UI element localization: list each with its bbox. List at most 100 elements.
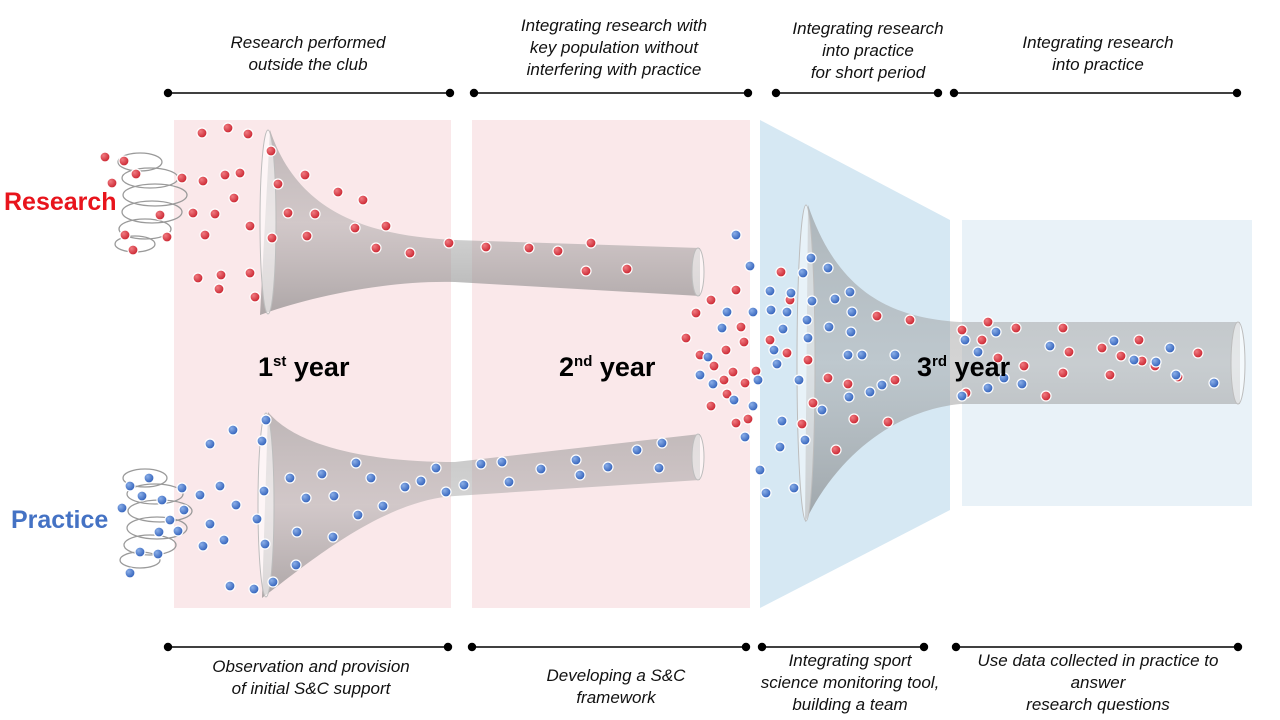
practice-dot bbox=[156, 494, 168, 506]
practice-dot bbox=[982, 382, 994, 394]
research-dot bbox=[161, 231, 173, 243]
practice-dot bbox=[1208, 377, 1220, 389]
practice-dot bbox=[251, 513, 263, 525]
practice-dot bbox=[328, 490, 340, 502]
top-caption-4: Integrating research into practice bbox=[1022, 33, 1174, 74]
practice-dot bbox=[535, 463, 547, 475]
research-dot bbox=[242, 128, 254, 140]
practice-dot bbox=[440, 486, 452, 498]
research-dot bbox=[176, 172, 188, 184]
practice-dot bbox=[747, 306, 759, 318]
practice-dot bbox=[845, 326, 857, 338]
practice-dot bbox=[1150, 356, 1162, 368]
practice-dot bbox=[744, 260, 756, 272]
practice-dot bbox=[352, 509, 364, 521]
research-dot bbox=[871, 310, 883, 322]
research-dot bbox=[764, 334, 776, 346]
practice-dot bbox=[889, 349, 901, 361]
practice-dot bbox=[998, 372, 1010, 384]
research-dot bbox=[750, 365, 762, 377]
research-dot bbox=[904, 314, 916, 326]
practice-dot bbox=[1128, 354, 1140, 366]
practice-dot bbox=[793, 374, 805, 386]
practice-dot bbox=[260, 414, 272, 426]
practice-funnel bbox=[257, 412, 705, 598]
practice-dot bbox=[475, 458, 487, 470]
practice-dot bbox=[1170, 369, 1182, 381]
research-dot bbox=[265, 145, 277, 157]
research-dot bbox=[215, 269, 227, 281]
practice-dot bbox=[172, 525, 184, 537]
practice-dot bbox=[291, 526, 303, 538]
research-dot bbox=[580, 265, 592, 277]
practice-dot bbox=[797, 267, 809, 279]
research-dot bbox=[301, 230, 313, 242]
practice-dot bbox=[768, 344, 780, 356]
research-dot bbox=[807, 397, 819, 409]
practice-dot bbox=[822, 262, 834, 274]
practice-dot bbox=[702, 351, 714, 363]
research-dot bbox=[735, 321, 747, 333]
research-dot bbox=[585, 237, 597, 249]
practice-dot bbox=[284, 472, 296, 484]
practice-dot bbox=[503, 476, 515, 488]
practice-dot bbox=[300, 492, 312, 504]
research-dot bbox=[1192, 347, 1204, 359]
practice-dot bbox=[415, 475, 427, 487]
practice-dot bbox=[224, 580, 236, 592]
research-dot bbox=[209, 208, 221, 220]
research-dot bbox=[621, 263, 633, 275]
research-dot bbox=[848, 413, 860, 425]
practice-dot bbox=[721, 306, 733, 318]
bottom-caption-2: Developing a S&C framework bbox=[546, 666, 686, 707]
practice-dot bbox=[785, 287, 797, 299]
research-dot bbox=[99, 151, 111, 163]
practice-dot bbox=[259, 538, 271, 550]
research-dot bbox=[802, 354, 814, 366]
top-caption-1: Research performed outside the club bbox=[230, 33, 386, 74]
practice-dot bbox=[176, 482, 188, 494]
practice-dot bbox=[805, 252, 817, 264]
practice-dot bbox=[728, 394, 740, 406]
practice-dot bbox=[823, 321, 835, 333]
practice-dot bbox=[694, 369, 706, 381]
research-dot bbox=[192, 272, 204, 284]
practice-dot bbox=[771, 358, 783, 370]
research-dot bbox=[309, 208, 321, 220]
research-dot bbox=[199, 229, 211, 241]
research-dot bbox=[370, 242, 382, 254]
practice-dot bbox=[631, 444, 643, 456]
practice-dot bbox=[458, 479, 470, 491]
research-dot bbox=[775, 266, 787, 278]
research-dot bbox=[404, 247, 416, 259]
research-dot bbox=[282, 207, 294, 219]
practice-dot bbox=[843, 391, 855, 403]
practice-dot bbox=[776, 415, 788, 427]
research-dot bbox=[727, 366, 739, 378]
research-dot bbox=[730, 417, 742, 429]
practice-dot bbox=[856, 349, 868, 361]
practice-dot bbox=[350, 457, 362, 469]
practice-dot bbox=[134, 546, 146, 558]
practice-dot bbox=[802, 332, 814, 344]
practice-dot bbox=[290, 559, 302, 571]
practice-dot bbox=[218, 534, 230, 546]
research-dot bbox=[118, 155, 130, 167]
research-dot bbox=[718, 374, 730, 386]
research-dot bbox=[1104, 369, 1116, 381]
research-dot bbox=[1057, 322, 1069, 334]
practice-dot bbox=[1016, 378, 1028, 390]
practice-dot bbox=[656, 437, 668, 449]
year-2-label: 2nd year bbox=[559, 352, 656, 382]
research-dot bbox=[222, 122, 234, 134]
research-dot bbox=[822, 372, 834, 384]
research-dot bbox=[552, 245, 564, 257]
practice-dot bbox=[829, 293, 841, 305]
practice-dot bbox=[842, 349, 854, 361]
research-dot bbox=[992, 352, 1004, 364]
practice-dot bbox=[267, 576, 279, 588]
practice-dot bbox=[959, 334, 971, 346]
research-dot bbox=[130, 168, 142, 180]
practice-dot bbox=[788, 482, 800, 494]
practice-dot bbox=[570, 454, 582, 466]
